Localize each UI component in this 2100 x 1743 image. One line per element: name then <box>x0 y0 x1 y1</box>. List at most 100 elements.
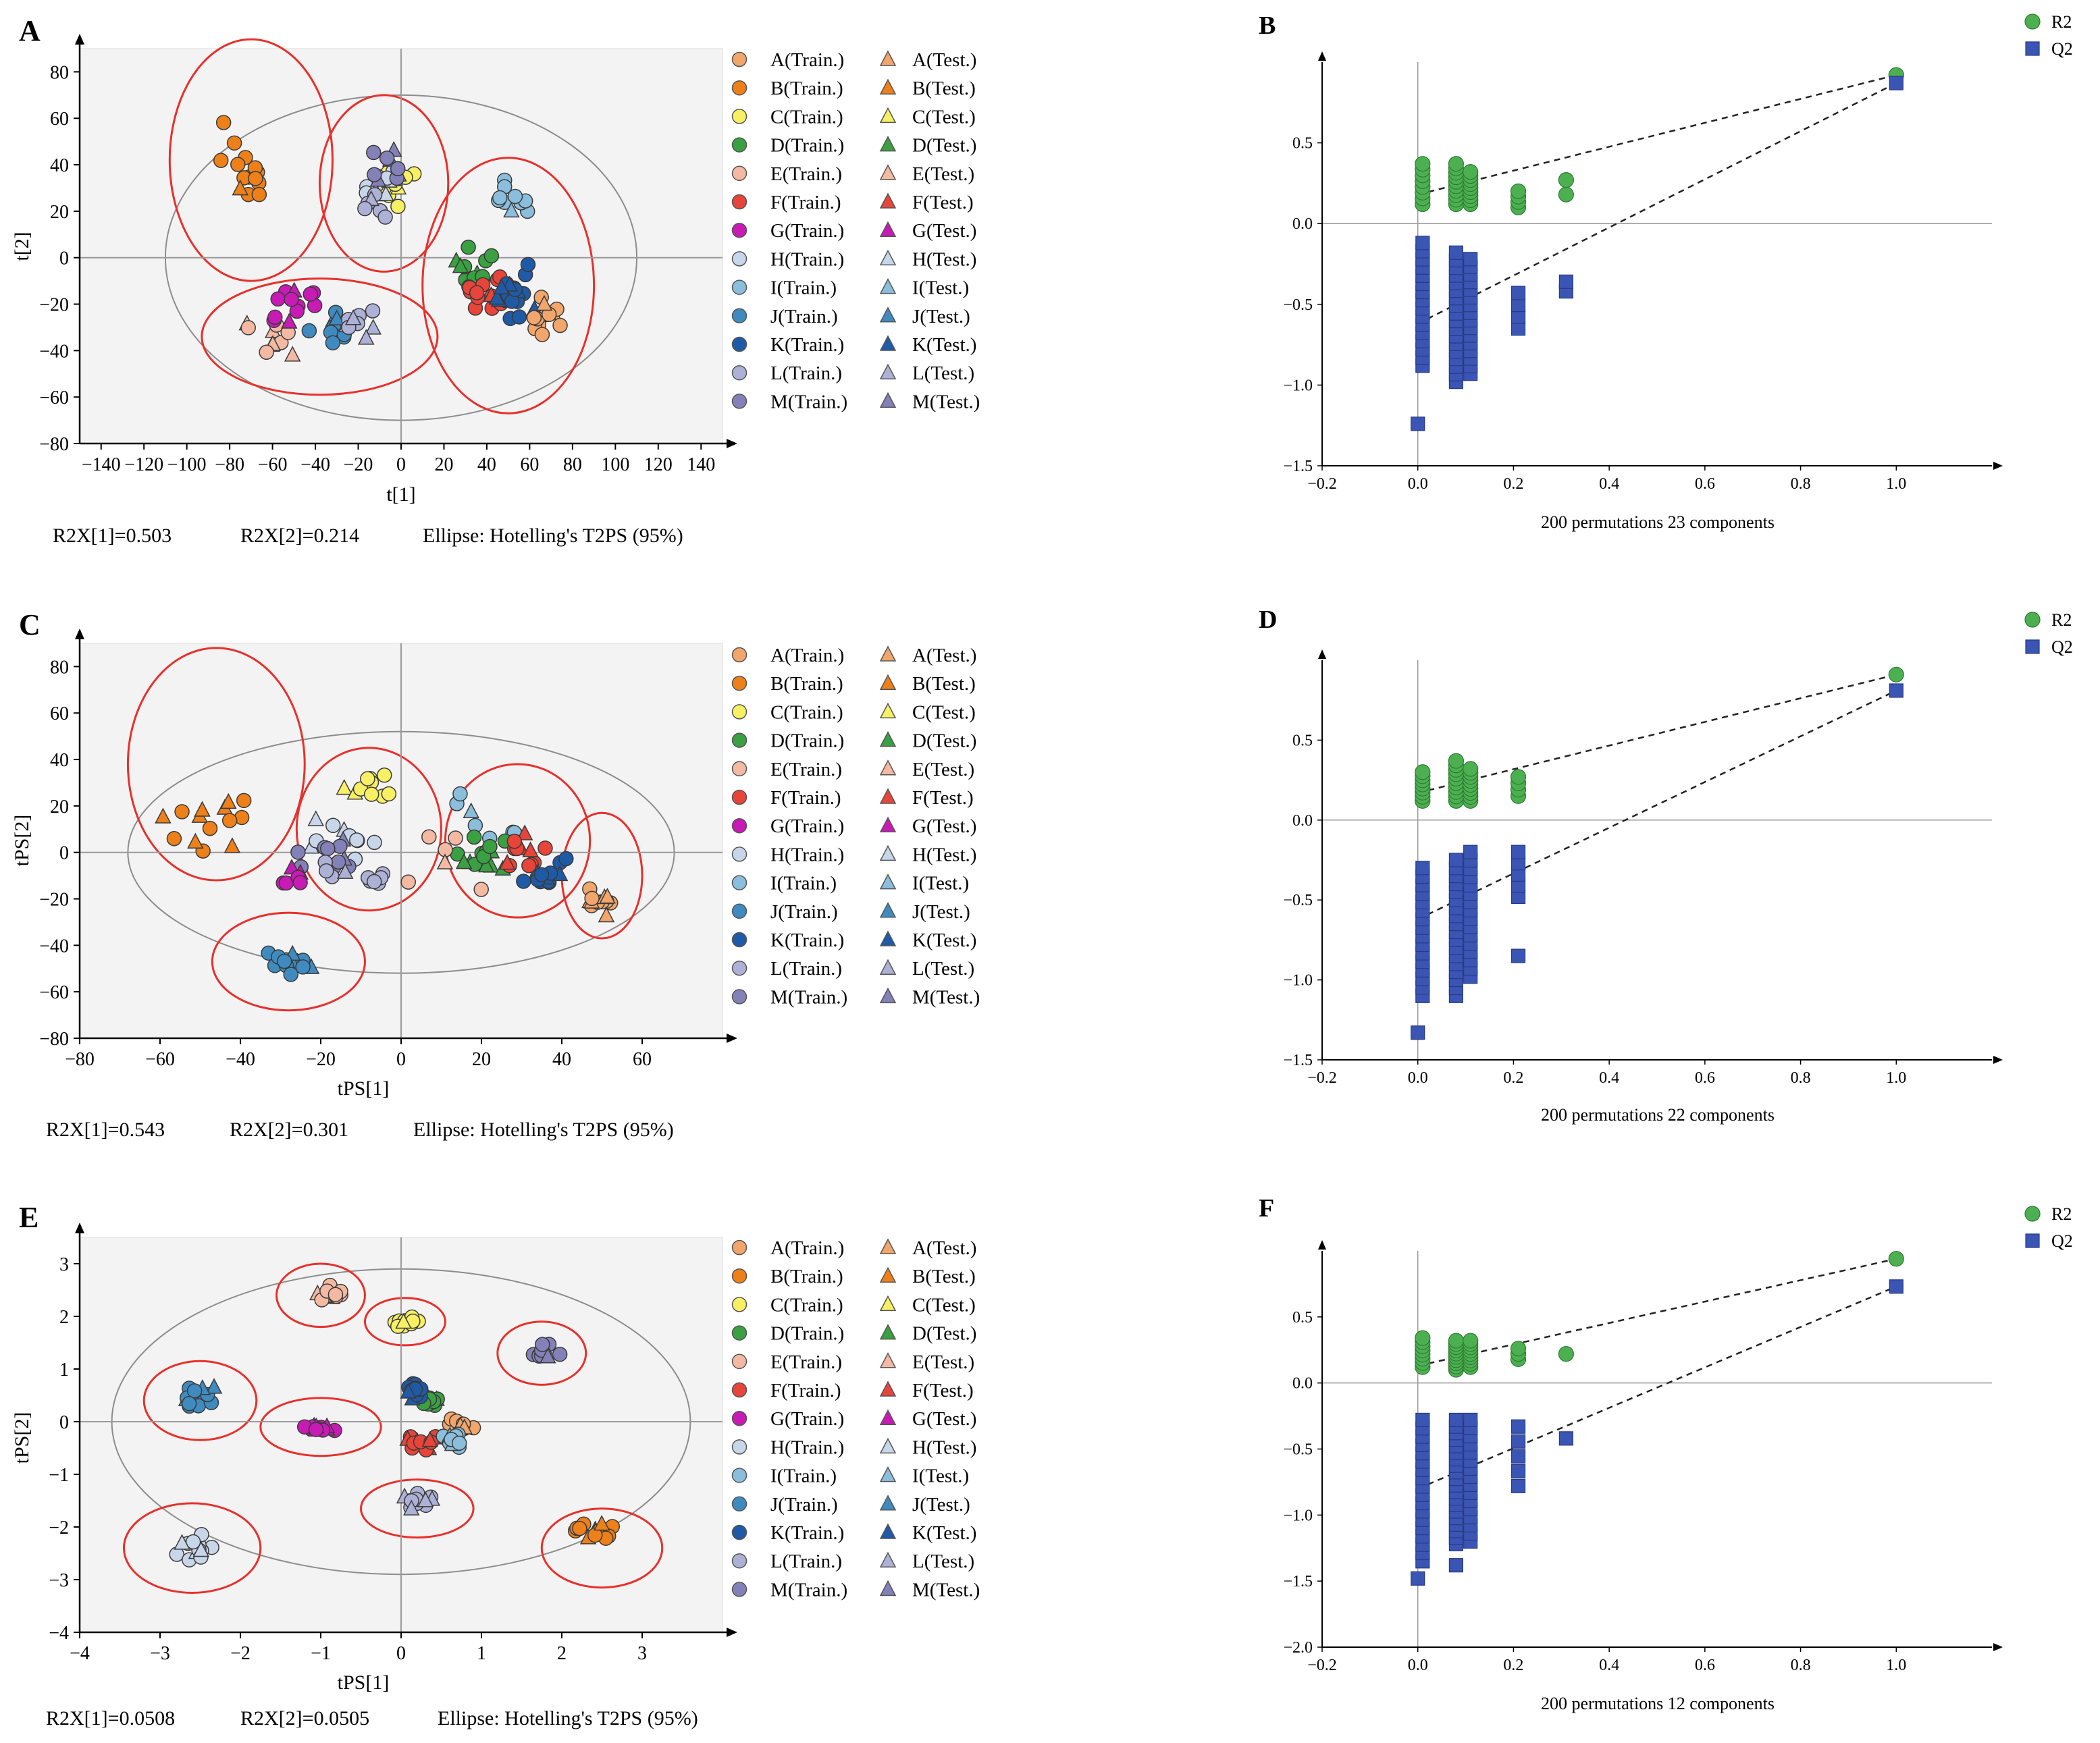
x-axis-label-b: 200 permutations 23 components <box>1541 512 1775 532</box>
y-tick-label: 0 <box>59 248 69 269</box>
legend-test-marker-h <box>879 249 897 266</box>
legend-train-label-i: I(Train.) <box>770 1466 837 1487</box>
y-axis-label-e: tPS[2] <box>11 1412 33 1464</box>
x-axis-arrow <box>727 439 737 448</box>
train-point-e <box>259 344 274 360</box>
perm-points-d <box>1411 666 1904 1040</box>
train-point-d <box>482 838 498 855</box>
y-tick-label: 20 <box>50 797 69 817</box>
legend-q2-marker <box>2025 1233 2040 1248</box>
points-a <box>213 115 568 362</box>
legend-test-label-f: F(Test.) <box>912 787 974 809</box>
perm-points-f <box>1411 1251 1904 1586</box>
y-tick-label: −3 <box>49 1570 69 1591</box>
x-axis-label-a: t[1] <box>386 483 415 506</box>
test-point-b <box>224 837 241 853</box>
legend-test-marker-j <box>879 1495 897 1511</box>
y-axis-arrow <box>75 34 84 45</box>
legend-train-label-k: K(Train.) <box>770 930 844 951</box>
legend-test-marker-i <box>879 277 897 294</box>
x-tick-label: −0.2 <box>1307 1657 1337 1674</box>
legend-train-marker-b <box>731 80 747 96</box>
legend-test-label-h: H(Test.) <box>912 844 976 865</box>
x-tick-label: −60 <box>145 1049 175 1070</box>
y-tick-label: 60 <box>50 109 69 130</box>
train-point-b <box>248 171 263 186</box>
legend-test-label-d: D(Test.) <box>912 135 976 157</box>
test-point-b <box>194 801 211 817</box>
legend-test-marker-k <box>879 1523 897 1539</box>
test-point-m <box>540 1347 556 1364</box>
legend-train-label-a: A(Train.) <box>770 1237 844 1259</box>
legend-test-marker-j <box>879 306 897 323</box>
axes-e: −4 −3 −2 −1 0 1 2 3 −4 −3 −2 −1 0 1 2 3 <box>49 1223 737 1664</box>
train-point-e <box>400 874 416 890</box>
r2-point <box>1510 183 1527 199</box>
x-tick-label: 20 <box>472 1049 491 1070</box>
legend-train-label-l: L(Train.) <box>770 1551 842 1572</box>
x-tick-label: −140 <box>82 454 121 475</box>
y-tick-label: −4 <box>49 1623 69 1644</box>
y-tick-label: −1.0 <box>1283 377 1313 394</box>
test-point-e <box>284 346 301 362</box>
legend-train-marker-c <box>731 704 747 720</box>
legend-test-marker-g <box>879 816 897 832</box>
x-tick-label: 60 <box>520 454 539 475</box>
legend-train-label-d: D(Train.) <box>770 730 844 752</box>
legend-test-label-e: E(Test.) <box>912 1351 974 1373</box>
legend-test-marker-h <box>879 1437 897 1454</box>
train-point-c <box>363 786 379 802</box>
legend-test-label-g: G(Test.) <box>912 220 976 242</box>
legend-test-label-b: B(Test.) <box>912 78 976 99</box>
legend-train-label-a: A(Train.) <box>770 49 844 71</box>
q2-point <box>1411 1025 1425 1040</box>
q2-point <box>1448 1558 1463 1573</box>
q2-point <box>1511 1434 1526 1449</box>
train-point-d <box>483 248 500 264</box>
legend-test-label-m: M(Test.) <box>912 1579 980 1601</box>
group-ellipse <box>318 94 450 273</box>
legend-test-label-k: K(Test.) <box>912 930 976 951</box>
panel-label-e: E <box>19 1201 38 1234</box>
q2-point <box>1889 683 1904 698</box>
train-point-l <box>377 209 393 225</box>
r2-point <box>1415 764 1431 780</box>
legend-test-marker-k <box>879 335 897 351</box>
test-point-h <box>174 1534 190 1550</box>
train-point-g <box>308 1422 324 1437</box>
panel-label-c: C <box>19 608 41 641</box>
y-tick-label: −2 <box>49 1518 69 1538</box>
legend-q2-label: Q2 <box>2051 39 2073 59</box>
test-point-l <box>417 1491 434 1507</box>
y-axis-arrow <box>75 1223 84 1233</box>
legend-test-marker-l <box>879 363 897 379</box>
group-ellipse <box>295 747 443 912</box>
x-tick-label: −60 <box>258 454 288 475</box>
x-tick-label: 0.6 <box>1695 475 1715 493</box>
x-tick-label: 20 <box>434 454 453 475</box>
test-point-c <box>395 1312 412 1329</box>
test-point-l <box>344 309 362 325</box>
panel-label-b: B <box>1259 11 1276 40</box>
train-point-h <box>349 832 365 848</box>
legend-train-label-j: J(Train.) <box>770 306 838 327</box>
legend-test-label-l: L(Test.) <box>912 363 974 384</box>
r2-point <box>1463 761 1479 777</box>
x-axis-arrow <box>1993 462 2003 470</box>
legend-test-label-a: A(Test.) <box>912 645 976 666</box>
r2-point <box>1510 1341 1527 1357</box>
panel-label-d: D <box>1259 606 1277 634</box>
footer-ellipse-e: Ellipse: Hotelling's T2PS (95%) <box>438 1707 698 1729</box>
legend-test-label-b: B(Test.) <box>912 1266 976 1287</box>
train-point-i <box>507 188 523 205</box>
q2-point <box>1411 417 1425 431</box>
x-tick-label: 0 <box>396 1643 406 1664</box>
legend-test-label-e: E(Test.) <box>912 163 974 185</box>
group-ellipse <box>168 38 334 282</box>
test-point-l <box>358 329 375 345</box>
group-ellipse <box>360 1478 475 1539</box>
legend-r2-marker <box>2024 14 2041 30</box>
legend-train-marker-i <box>731 1468 747 1483</box>
